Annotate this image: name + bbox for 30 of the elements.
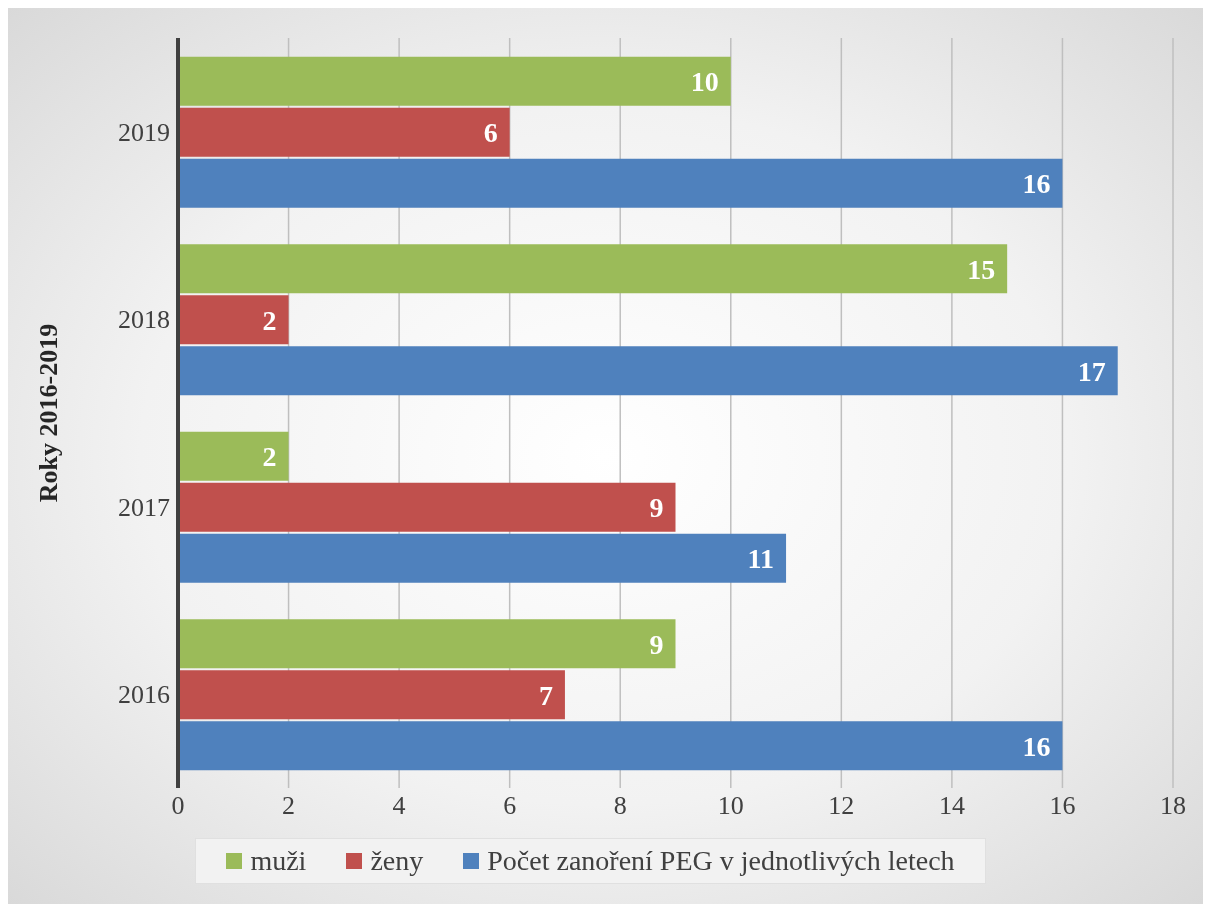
data-label: 11 (747, 543, 775, 575)
x-tick-label: 8 (613, 791, 627, 821)
x-tick-label: 16 (1049, 791, 1076, 821)
y-tick-label: 2016 (118, 680, 170, 710)
y-tick-label: 2019 (118, 117, 170, 147)
data-label: 16 (1022, 168, 1051, 200)
x-tick-label: 10 (717, 791, 744, 821)
x-tick-label: 18 (1160, 791, 1186, 821)
y-tick-label: 2017 (118, 492, 170, 522)
legend-label: Počet zanoření PEG v jednotlivých letech (486, 845, 955, 877)
data-label: 9 (649, 492, 664, 524)
y-tick-label: 2018 (118, 305, 170, 335)
x-tick-label: 4 (392, 791, 406, 821)
x-tick-label: 0 (171, 791, 185, 821)
data-label: 6 (483, 117, 498, 149)
data-label: 10 (690, 66, 719, 98)
x-tick-label: 12 (828, 791, 855, 821)
data-label: 9 (649, 628, 664, 660)
data-label: 2 (262, 304, 277, 336)
data-label: 15 (967, 253, 996, 285)
data-label: 7 (538, 679, 553, 711)
x-tick-label: 6 (503, 791, 517, 821)
x-tick-label: 2 (282, 791, 296, 821)
x-tick-label: 14 (938, 791, 965, 821)
data-label: 2 (262, 441, 277, 473)
legend-label: ženy (369, 845, 424, 877)
legend-label: muži (249, 845, 307, 877)
y-axis-title: Roky 2016-2019 (34, 323, 64, 503)
data-label: 17 (1077, 355, 1106, 387)
data-label: 16 (1022, 730, 1051, 762)
